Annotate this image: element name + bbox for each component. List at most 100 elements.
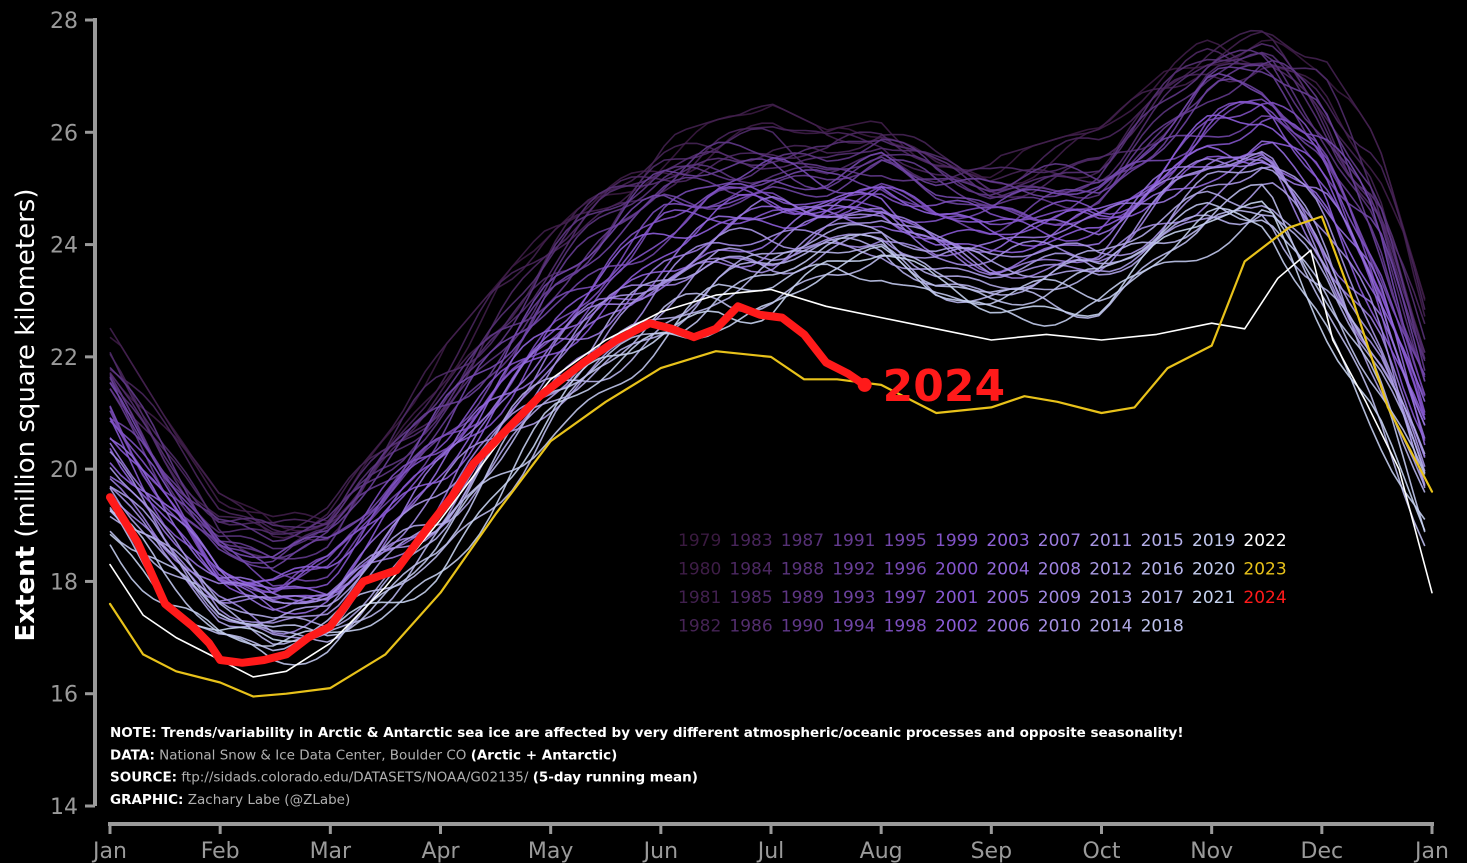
legend-year-1987: 1987: [781, 531, 824, 551]
x-tick-label-12: Jan: [1413, 839, 1449, 863]
legend-year-2006: 2006: [986, 617, 1029, 637]
line-2022: [109, 249, 1433, 678]
x-tick-label-3: Apr: [421, 839, 460, 863]
legend-year-1999: 1999: [935, 531, 978, 551]
legend-year-2009: 2009: [1038, 588, 1081, 608]
x-tick-label-1: Feb: [201, 839, 240, 863]
line-1996: [109, 98, 1426, 587]
line-2019: [109, 208, 1426, 666]
year-legend: 1979 1980 1981 1982 1983 1984 1985 1986 1987 1988…: [678, 531, 1287, 637]
y-axis-label-bold: Extent: [11, 546, 41, 642]
legend-year-1993: 1993: [832, 588, 875, 608]
legend-year-1980: 1980: [678, 560, 721, 580]
note-key-0: NOTE:: [110, 725, 157, 741]
x-tick-label-7: Aug: [860, 839, 903, 863]
y-tick-label-26: 26: [50, 121, 78, 146]
legend-year-2001: 2001: [935, 588, 978, 608]
line-2018: [109, 201, 1426, 637]
legend-year-2008: 2008: [1038, 560, 1081, 580]
y-axis-label: Extent (million square kilometers): [11, 189, 41, 642]
line-2023: [108, 215, 1434, 698]
y-tick-label-14: 14: [50, 795, 78, 820]
x-tick-label-2: Mar: [310, 839, 352, 863]
legend-year-1983: 1983: [729, 531, 772, 551]
x-tick-label-4: May: [528, 839, 573, 863]
source-notes: NOTE: Trends/variability in Arctic & Ant…: [110, 725, 1184, 808]
legend-year-2010: 2010: [1038, 617, 1081, 637]
legend-year-1984: 1984: [729, 560, 772, 580]
legend-year-1988: 1988: [781, 560, 824, 580]
line-1998: [109, 101, 1426, 585]
note-extra-2: (5-day running mean): [533, 770, 698, 786]
historical-year-lines: [109, 29, 1426, 666]
legend-year-2004: 2004: [986, 560, 1029, 580]
legend-year-1991: 1991: [832, 531, 875, 551]
y-tick-label-24: 24: [50, 234, 78, 259]
note-key-1: DATA:: [110, 747, 155, 763]
highlighted-series: 2024: [106, 215, 1434, 698]
legend-year-2022: 2022: [1243, 531, 1286, 551]
y-tick-label-28: 28: [50, 9, 78, 34]
legend-year-1986: 1986: [729, 617, 772, 637]
legend-year-1992: 1992: [832, 560, 875, 580]
y-tick-label-18: 18: [50, 570, 78, 595]
line-2013: [109, 166, 1426, 629]
line-1990: [109, 59, 1426, 560]
legend-year-1985: 1985: [729, 588, 772, 608]
line-1988: [109, 52, 1426, 550]
legend-year-1995: 1995: [884, 531, 927, 551]
legend-year-2005: 2005: [986, 588, 1029, 608]
legend-year-2007: 2007: [1038, 531, 1081, 551]
line-2000: [109, 100, 1426, 594]
y-axis-label-rest: (million square kilometers): [11, 189, 41, 546]
note-key-2: SOURCE:: [110, 770, 177, 786]
line-2002: [109, 114, 1426, 587]
legend-year-2011: 2011: [1089, 531, 1132, 551]
line-1995: [109, 72, 1426, 559]
legend-year-1989: 1989: [781, 588, 824, 608]
legend-year-2018: 2018: [1141, 617, 1184, 637]
y-tick-label-16: 16: [50, 683, 78, 708]
legend-year-2000: 2000: [935, 560, 978, 580]
line-2008: [109, 157, 1426, 604]
x-tick-label-9: Oct: [1082, 839, 1120, 863]
legend-year-1996: 1996: [884, 560, 927, 580]
note-extra-1: (Arctic + Antarctic): [471, 747, 618, 763]
note-text-0: Trends/variability in Arctic & Antarctic…: [157, 725, 1184, 741]
x-tick-label-10: Nov: [1190, 839, 1233, 863]
legend-year-1994: 1994: [832, 617, 875, 637]
legend-year-2020: 2020: [1192, 560, 1235, 580]
note-text-3: Zachary Labe (@ZLabe): [183, 792, 350, 808]
line-2020: [109, 206, 1426, 647]
legend-year-2013: 2013: [1089, 588, 1132, 608]
legend-year-2016: 2016: [1141, 560, 1184, 580]
line-1989: [109, 49, 1426, 543]
x-tick-label-0: Jan: [91, 839, 127, 863]
legend-year-2012: 2012: [1089, 560, 1132, 580]
x-tick-label-6: Jul: [756, 839, 785, 863]
note-line-1: DATA: National Snow & Ice Data Center, B…: [110, 747, 617, 763]
x-tick-label-8: Sep: [971, 839, 1012, 863]
legend-year-2014: 2014: [1089, 617, 1132, 637]
end-point-2024: [857, 377, 872, 392]
line-1985: [109, 62, 1426, 558]
legend-year-2021: 2021: [1192, 588, 1235, 608]
legend-year-1990: 1990: [781, 617, 824, 637]
line-2011: [109, 165, 1426, 624]
legend-year-2002: 2002: [935, 617, 978, 637]
note-line-3: GRAPHIC: Zachary Labe (@ZLabe): [110, 792, 350, 808]
legend-year-2003: 2003: [986, 531, 1029, 551]
end-label-2024: 2024: [883, 361, 1005, 412]
note-text-1: National Snow & Ice Data Center, Boulder…: [155, 747, 471, 763]
legend-year-1997: 1997: [884, 588, 927, 608]
line-2010: [109, 150, 1426, 605]
line-2007: [109, 152, 1426, 605]
legend-year-2017: 2017: [1141, 588, 1184, 608]
line-2024: [106, 302, 869, 667]
legend-year-2015: 2015: [1141, 531, 1184, 551]
note-text-2: ftp://sidads.colorado.edu/DATASETS/NOAA/…: [177, 770, 533, 786]
line-1994: [109, 115, 1426, 582]
legend-year-2019: 2019: [1192, 531, 1235, 551]
note-line-0: NOTE: Trends/variability in Arctic & Ant…: [110, 725, 1184, 741]
